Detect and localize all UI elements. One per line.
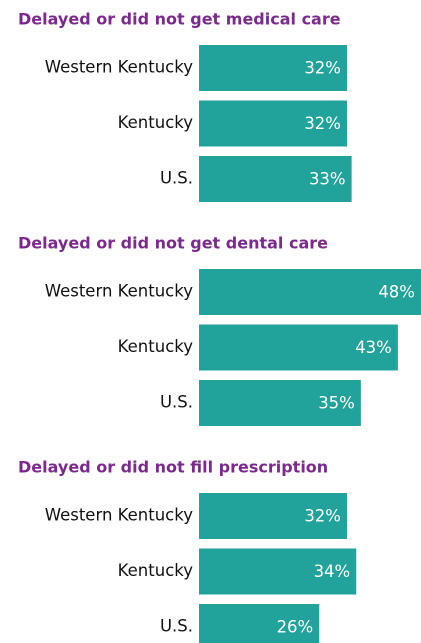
category-label: Western Kentucky xyxy=(45,282,193,301)
category-label: Western Kentucky xyxy=(45,506,193,525)
bar xyxy=(199,269,421,315)
value-label: 34% xyxy=(314,562,351,581)
chart-title: Delayed or did not fill prescription xyxy=(18,458,328,477)
bar xyxy=(199,548,357,595)
category-label: U.S. xyxy=(160,169,193,188)
chart-title: Delayed or did not get dental care xyxy=(18,234,328,253)
bar xyxy=(199,604,320,643)
chart-title: Delayed or did not get medical care xyxy=(18,10,341,29)
bar xyxy=(199,324,398,371)
value-label: 33% xyxy=(309,170,346,189)
bar xyxy=(199,100,347,147)
bar xyxy=(199,493,347,539)
category-label: Kentucky xyxy=(118,337,194,356)
value-label: 48% xyxy=(378,283,415,302)
bar xyxy=(199,156,352,202)
category-label: Kentucky xyxy=(118,561,194,580)
value-label: 43% xyxy=(355,338,392,357)
value-label: 32% xyxy=(304,114,341,133)
value-label: 26% xyxy=(277,618,314,637)
bar xyxy=(199,45,347,91)
category-label: U.S. xyxy=(160,393,193,412)
category-label: U.S. xyxy=(160,617,193,636)
value-label: 35% xyxy=(318,394,355,413)
category-label: Kentucky xyxy=(118,113,194,132)
value-label: 32% xyxy=(304,507,341,526)
bar xyxy=(199,380,361,426)
value-label: 32% xyxy=(304,59,341,78)
category-label: Western Kentucky xyxy=(45,58,193,77)
